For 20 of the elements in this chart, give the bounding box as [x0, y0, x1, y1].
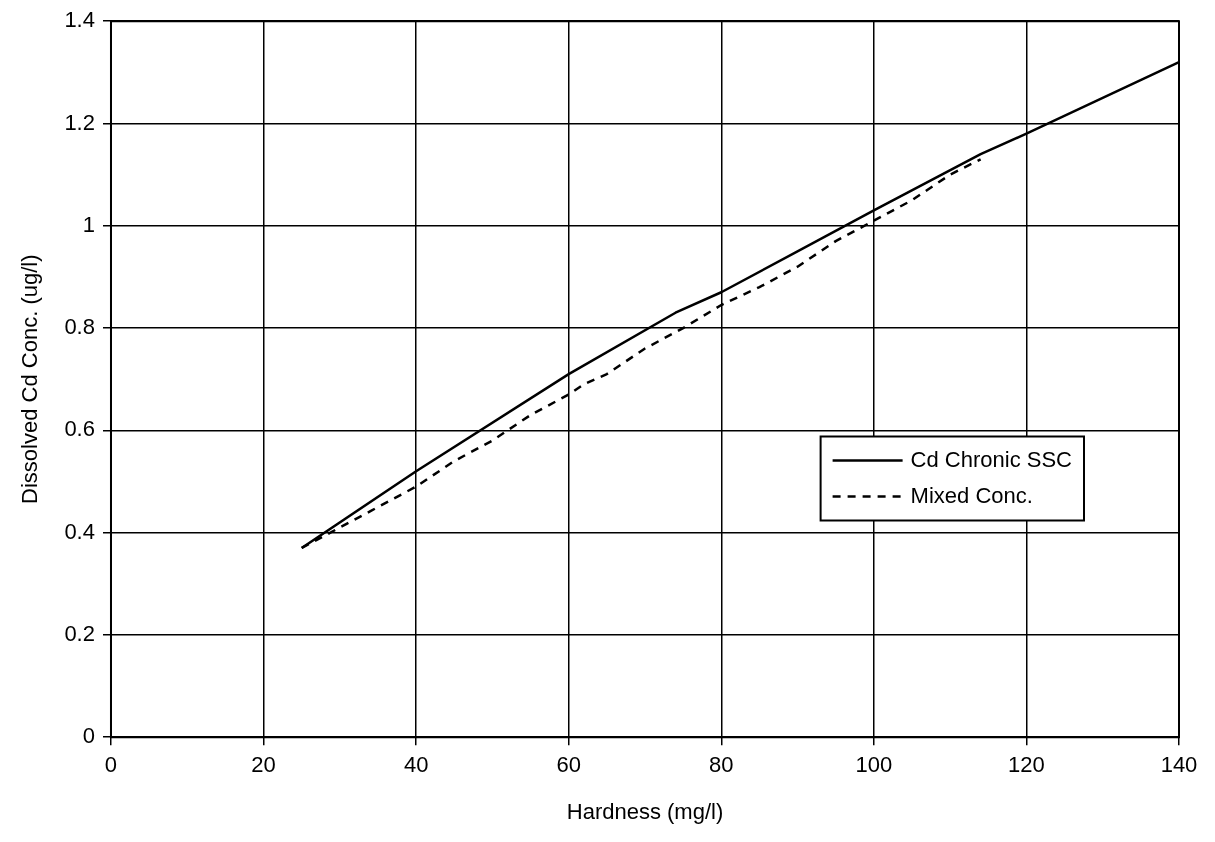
legend-label: Cd Chronic SSC	[910, 446, 1073, 472]
y-tick-label: 1	[82, 211, 95, 237]
x-tick-label: 80	[709, 752, 734, 778]
x-tick-label: 140	[1160, 752, 1198, 778]
x-tick-label: 120	[1008, 752, 1045, 778]
y-tick-label: 0	[82, 723, 95, 749]
x-tick-label: 60	[556, 752, 581, 778]
y-tick-label: 0.4	[64, 518, 95, 544]
x-tick-label: 40	[403, 752, 429, 778]
legend-label: Mixed Conc.	[910, 482, 1033, 508]
y-tick-label: 0.6	[64, 416, 95, 442]
x-tick-label: 20	[251, 752, 276, 778]
x-tick-label: 100	[855, 752, 893, 778]
y-tick-label: 1.4	[64, 7, 95, 33]
y-tick-label: 1.2	[64, 109, 95, 135]
y-tick-label: 0.2	[64, 620, 95, 646]
x-axis-title: Hardness (mg/l)	[566, 798, 724, 824]
x-tick-label: 0	[104, 752, 118, 778]
y-axis-title: Dissolved Cd Conc. (ug/l)	[17, 254, 43, 504]
y-tick-label: 0.8	[64, 314, 95, 340]
